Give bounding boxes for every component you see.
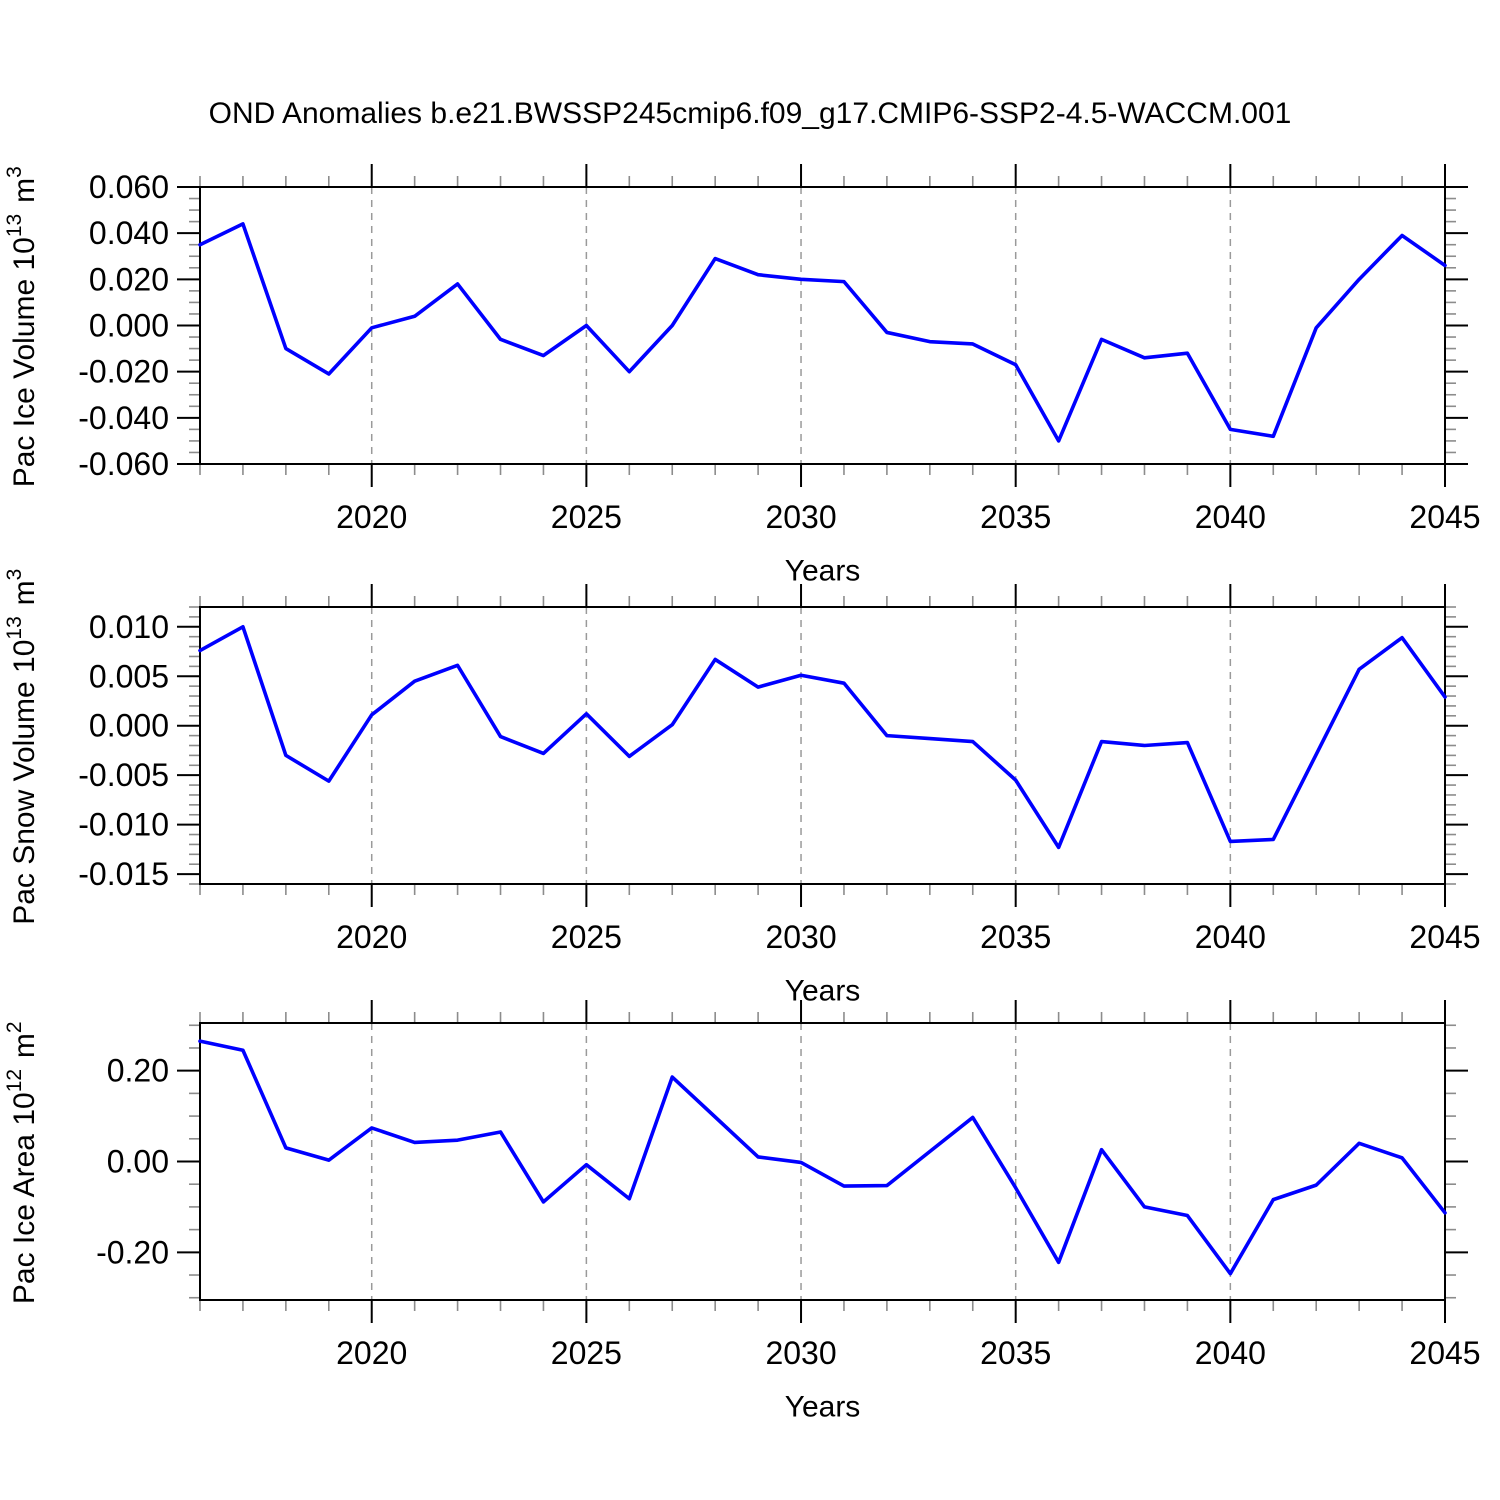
plot-frame bbox=[199, 186, 1446, 465]
x-tick-label: 2045 bbox=[1409, 499, 1480, 535]
x-tick-label: 2035 bbox=[980, 499, 1051, 535]
x-tick-label: 2030 bbox=[765, 499, 836, 535]
y-tick-label: 0.000 bbox=[89, 308, 169, 344]
y-tick-label: -0.020 bbox=[78, 354, 169, 390]
y-tick-label: 0.020 bbox=[89, 261, 169, 297]
x-tick-label: 2030 bbox=[765, 919, 836, 955]
data-line bbox=[198, 222, 1447, 443]
x-tick-label: 2025 bbox=[551, 919, 622, 955]
panel-2: 2020 2025 2030 2035 2040 2045 0.20 0.00 -0.20 Yea… bbox=[3, 1000, 1481, 1424]
y-tick-label: 0.010 bbox=[89, 609, 169, 645]
y-tick-label: 0.00 bbox=[107, 1144, 169, 1180]
y-tick-label: -0.060 bbox=[78, 446, 169, 482]
y-tick-label: 0.005 bbox=[89, 658, 169, 694]
y-axis-title: Pac Ice Volume 1013 m3 bbox=[3, 164, 41, 488]
y-axis-title: Pac Snow Volume 1013 m3 bbox=[3, 566, 41, 925]
y-tick-label: -0.20 bbox=[96, 1234, 169, 1270]
plot-frame bbox=[199, 1022, 1446, 1301]
y-tick-label: 0.000 bbox=[89, 708, 169, 744]
x-tick-label: 2045 bbox=[1409, 919, 1480, 955]
panel-1: 2020 2025 2030 2035 2040 2045 0.010 0.005 0.000 -… bbox=[3, 566, 1481, 1008]
y-tick-label: -0.005 bbox=[78, 757, 169, 793]
x-axis-title: Years bbox=[785, 555, 861, 588]
x-tick-label: 2035 bbox=[980, 919, 1051, 955]
y-axis-title: Pac Ice Area 1012 m2 bbox=[3, 1019, 41, 1304]
y-tick-label: 0.20 bbox=[107, 1053, 169, 1089]
x-tick-label: 2040 bbox=[1195, 499, 1266, 535]
x-tick-label: 2020 bbox=[336, 919, 407, 955]
x-tick-label: 2045 bbox=[1409, 1335, 1480, 1371]
x-tick-label: 2020 bbox=[336, 499, 407, 535]
plot-frame bbox=[199, 606, 1446, 885]
data-line bbox=[198, 624, 1447, 850]
x-axis-title: Years bbox=[785, 975, 861, 1008]
y-tick-label: 0.040 bbox=[89, 215, 169, 251]
x-tick-label: 2040 bbox=[1195, 1335, 1266, 1371]
x-tick-label: 2025 bbox=[551, 499, 622, 535]
y-tick-label: -0.010 bbox=[78, 807, 169, 843]
data-line bbox=[198, 1039, 1447, 1276]
x-tick-label: 2040 bbox=[1195, 919, 1266, 955]
x-axis-title: Years bbox=[785, 1391, 861, 1424]
plot-title: OND Anomalies b.e21.BWSSP245cmip6.f09_g1… bbox=[208, 97, 1292, 130]
x-tick-label: 2035 bbox=[980, 1335, 1051, 1371]
y-tick-label: 0.060 bbox=[89, 169, 169, 205]
x-tick-label: 2030 bbox=[765, 1335, 836, 1371]
y-tick-label: -0.040 bbox=[78, 400, 169, 436]
y-tick-label: -0.015 bbox=[78, 856, 169, 892]
x-tick-label: 2020 bbox=[336, 1335, 407, 1371]
x-tick-label: 2025 bbox=[551, 1335, 622, 1371]
panel-0: 2020 2025 2030 2035 2040 2045 0.060 0.040 0.020 0… bbox=[3, 164, 1481, 588]
